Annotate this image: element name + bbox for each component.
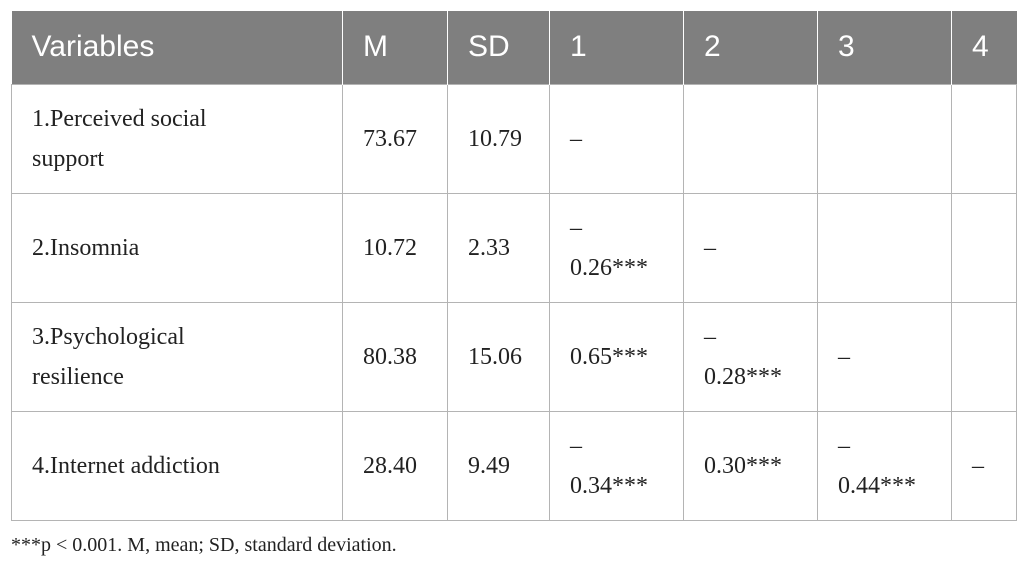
- value-cell: – 0.26***: [549, 192, 684, 303]
- header-cell: Variables: [11, 11, 343, 84]
- value-cell: 9.49: [447, 410, 550, 521]
- value-cell: 28.40: [342, 410, 448, 521]
- value-cell: –: [549, 83, 684, 194]
- value-cell: –: [817, 301, 952, 412]
- row-label: 1.Perceived social support: [11, 83, 343, 194]
- header-cell: 1: [549, 11, 684, 84]
- value-cell: –: [951, 410, 1017, 521]
- value-cell: – 0.44***: [817, 410, 952, 521]
- row-label: 4.Internet addiction: [11, 410, 343, 521]
- value-cell: – 0.28***: [683, 301, 818, 412]
- value-cell: 10.79: [447, 83, 550, 194]
- empty-cell: [951, 301, 1017, 412]
- header-cell: 3: [817, 11, 952, 84]
- value-cell: 0.30***: [683, 410, 818, 521]
- data-table: Variables M SD 1 2 3 4 1.Perceived social supp…: [11, 11, 1017, 521]
- value-cell: 80.38: [342, 301, 448, 412]
- value-cell: –: [683, 192, 818, 303]
- value-cell: 73.67: [342, 83, 448, 194]
- table-body: 1.Perceived social support 73.67 10.79–2.I…: [11, 83, 1017, 521]
- table-row: 2.Insomnia 10.72 2.33– 0.26*** –: [11, 192, 1017, 303]
- empty-cell: [951, 83, 1017, 194]
- empty-cell: [951, 192, 1017, 303]
- value-cell: 0.65***: [549, 301, 684, 412]
- footnote: ***p < 0.001. M, mean; SD, standard devi…: [11, 534, 397, 556]
- value-cell: 2.33: [447, 192, 550, 303]
- table-row: 4.Internet addiction 28.40 9.49– 0.34*** 0.…: [11, 410, 1017, 521]
- header-cell: 4: [951, 11, 1017, 84]
- value-cell: – 0.34***: [549, 410, 684, 521]
- header-cell: M: [342, 11, 448, 84]
- header-cell: SD: [447, 11, 550, 84]
- empty-cell: [817, 192, 952, 303]
- empty-cell: [817, 83, 952, 194]
- table-row: 1.Perceived social support 73.67 10.79–: [11, 83, 1017, 194]
- value-cell: 10.72: [342, 192, 448, 303]
- row-label: 2.Insomnia: [11, 192, 343, 303]
- row-label: 3.Psychological resilience: [11, 301, 343, 412]
- empty-cell: [683, 83, 818, 194]
- header-cell: 2: [683, 11, 818, 84]
- table-row: 3.Psychological resilience 80.38 15.06 0.65…: [11, 301, 1017, 412]
- header-row: Variables M SD 1 2 3 4: [11, 11, 1017, 84]
- value-cell: 15.06: [447, 301, 550, 412]
